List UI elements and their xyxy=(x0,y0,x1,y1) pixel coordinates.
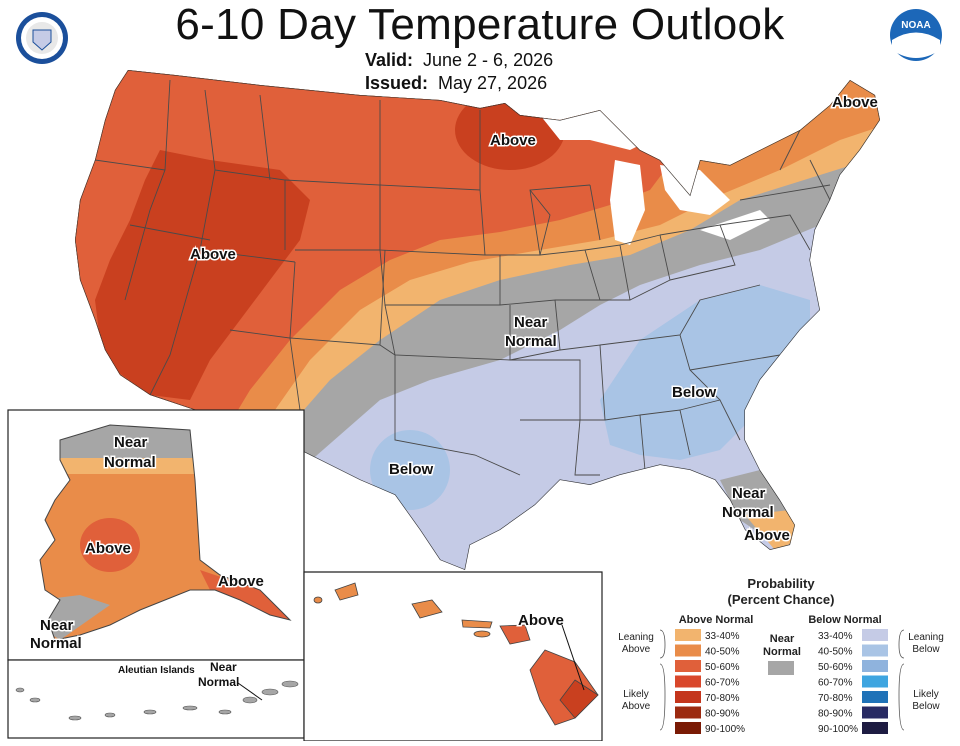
valid-label: Valid: xyxy=(365,50,414,70)
issued-label: Issued: xyxy=(365,73,429,93)
legend-near-2: Normal xyxy=(763,646,801,658)
label-texas-below: Below xyxy=(389,461,434,478)
label-ak-near: Near xyxy=(114,434,148,451)
label-ak-se-above: Above xyxy=(218,573,264,590)
legend-below-range-4: 70-80% xyxy=(818,693,853,704)
noaa-logo-text: NOAA xyxy=(901,20,930,31)
legend-below-swatch-3 xyxy=(862,675,888,688)
label-florida-above: Above xyxy=(744,527,790,544)
hawaii-map xyxy=(313,582,599,726)
label-aleutian-near: Near xyxy=(210,660,237,674)
legend-above-swatch-3 xyxy=(675,675,701,688)
legend-near-1: Near xyxy=(770,633,795,645)
label-central-normal: Normal xyxy=(505,333,557,350)
legend-above-swatch-1 xyxy=(675,644,701,657)
legend-below-swatch-2 xyxy=(862,660,888,672)
legend-below-range-6: 90-100% xyxy=(818,724,858,735)
label-west-above: Above xyxy=(190,246,236,263)
label-florida-near: Near xyxy=(732,485,766,502)
label-ak-above: Above xyxy=(85,540,131,557)
legend-title-1: Probability xyxy=(747,576,815,591)
seal-icon xyxy=(16,12,68,64)
legend-above-range-6: 90-100% xyxy=(705,724,745,735)
legend-near-swatch xyxy=(768,661,794,675)
legend-leaning-above-2: Above xyxy=(622,644,651,655)
label-southeast-below: Below xyxy=(672,384,717,401)
legend-above-range-2: 50-60% xyxy=(705,662,740,673)
label-aleutian-normal: Normal xyxy=(198,675,239,689)
legend-above-head: Above Normal xyxy=(679,614,754,626)
legend-below-swatch-6 xyxy=(862,722,888,734)
label-florida-normal: Normal xyxy=(722,504,774,521)
label-central-near: Near xyxy=(514,314,548,331)
aleutian-title: Aleutian Islands xyxy=(118,665,195,676)
legend-leaning-above-1: Leaning xyxy=(618,632,654,643)
legend-above-swatch-0 xyxy=(675,629,701,641)
label-northeast-above: Above xyxy=(832,94,878,111)
legend-above-range-1: 40-50% xyxy=(705,647,740,658)
label-north-above: Above xyxy=(490,132,536,149)
legend-title-2: (Percent Chance) xyxy=(728,592,835,607)
noaa-logo-icon: NOAA xyxy=(890,9,942,61)
legend-above-range-3: 60-70% xyxy=(705,678,740,689)
legend-likely-above-2: Above xyxy=(622,701,651,712)
legend-above-swatch-6 xyxy=(675,722,701,734)
legend-below-swatch-1 xyxy=(862,644,888,657)
legend-below-range-2: 50-60% xyxy=(818,662,853,673)
legend-leaning-below-2: Below xyxy=(912,644,940,655)
legend-above-range-0: 33-40% xyxy=(705,631,740,642)
legend-likely-below-2: Below xyxy=(912,701,940,712)
label-ak-sw-near: Near xyxy=(40,617,74,634)
legend-above-swatch-2 xyxy=(675,660,701,672)
label-ak-sw-normal: Normal xyxy=(30,635,82,652)
legend-below-range-3: 60-70% xyxy=(818,678,853,689)
legend-below-swatch-5 xyxy=(862,706,888,719)
legend-likely-below-1: Likely xyxy=(913,689,939,700)
legend-below-range-1: 40-50% xyxy=(818,647,853,658)
legend-below-swatch-0 xyxy=(862,629,888,641)
legend-above-range-5: 80-90% xyxy=(705,709,740,720)
label-ak-normal: Normal xyxy=(104,454,156,471)
page-title: 6-10 Day Temperature Outlook xyxy=(175,0,785,49)
legend: Probability (Percent Chance) Above Norma… xyxy=(618,576,944,735)
legend-likely-above-1: Likely xyxy=(623,689,649,700)
valid-dates: Valid: June 2 - 6, 2026 xyxy=(365,50,553,71)
issued-value: May 27, 2026 xyxy=(438,73,548,93)
issued-date: Issued: May 27, 2026 xyxy=(365,73,547,94)
legend-below-swatches: 33-40% 40-50% 50-60% 60-70% 70-80% 80-90% 90-1… xyxy=(818,629,888,735)
legend-above-swatches: 33-40% 40-50% 50-60% 60-70% 70-80% 80-90% 90-1… xyxy=(675,629,745,735)
valid-value: June 2 - 6, 2026 xyxy=(423,50,554,70)
legend-below-head: Below Normal xyxy=(808,614,881,626)
legend-above-range-4: 70-80% xyxy=(705,693,740,704)
legend-above-swatch-5 xyxy=(675,706,701,719)
legend-leaning-below-1: Leaning xyxy=(908,632,944,643)
legend-below-range-0: 33-40% xyxy=(818,631,853,642)
label-hi-above: Above xyxy=(518,612,564,629)
aleutian-islands xyxy=(15,680,299,721)
legend-below-range-5: 80-90% xyxy=(818,709,853,720)
legend-below-swatch-4 xyxy=(862,691,888,703)
legend-above-swatch-4 xyxy=(675,691,701,703)
